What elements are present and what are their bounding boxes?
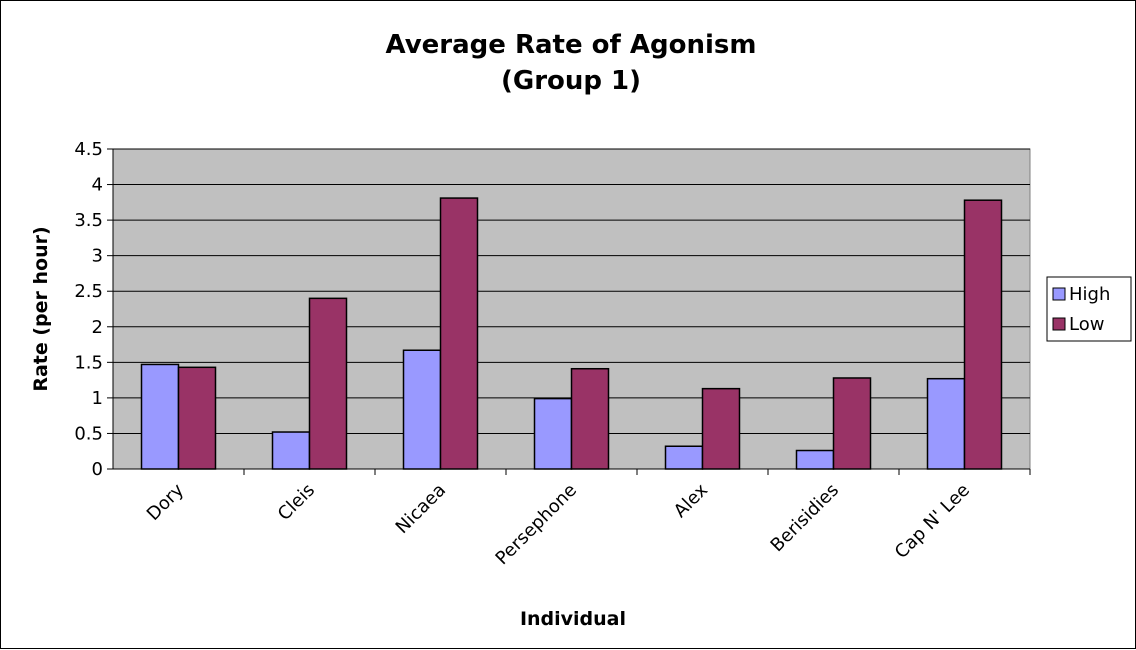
legend: High Low (1046, 276, 1132, 342)
y-tick-label: 3.5 (74, 210, 103, 231)
x-tick-label: Alex (670, 479, 712, 521)
bar-low-0 (177, 366, 217, 470)
bar-low-1 (308, 297, 348, 470)
legend-label-high: High (1069, 284, 1110, 305)
chart-title-line-2: (Group 1) (501, 66, 641, 96)
chart-title-line-1: Average Rate of Agonism (386, 30, 757, 60)
gridlines (113, 148, 1030, 434)
x-tick-label: Berisidies (767, 480, 843, 556)
bar-high-2 (402, 349, 442, 470)
y-tick-label: 4.5 (74, 139, 103, 160)
y-tick-label: 0.5 (74, 423, 103, 444)
bar-high-3 (533, 397, 573, 470)
x-tick-label: Dory (143, 479, 188, 524)
x-tick-label: Persephone (492, 480, 581, 569)
x-tick-label: Cleis (274, 480, 319, 525)
bar-high-0 (140, 363, 180, 470)
y-tick-label: 0 (92, 459, 103, 480)
bar-low-6 (963, 199, 1003, 470)
bar-low-3 (570, 367, 610, 470)
y-tick-label: 1.5 (74, 352, 103, 373)
legend-swatch-low (1052, 317, 1066, 331)
bar-high-1 (271, 431, 311, 470)
y-axis: 0 0.5 1 1.5 2 2.5 3 3.5 4 4.5 (74, 139, 114, 480)
legend-label-low: Low (1069, 314, 1104, 335)
y-tick-label: 2 (92, 317, 103, 338)
bars (140, 197, 1003, 470)
x-tick-label: Cap N' Lee (891, 480, 974, 563)
legend-swatch-high (1052, 287, 1066, 301)
bar-low-4 (701, 387, 741, 470)
y-tick-label: 3 (92, 246, 103, 267)
x-axis: Dory Cleis Nicaea Persephone Alex Berisidies C… (113, 468, 1031, 569)
bar-high-6 (926, 377, 966, 470)
bar-high-5 (795, 449, 835, 470)
x-axis-title: Individual (520, 608, 626, 630)
x-tick-label: Nicaea (392, 480, 450, 538)
bar-high-4 (664, 445, 704, 470)
y-tick-label: 4 (92, 175, 103, 196)
y-axis-title: Rate (per hour) (30, 226, 52, 391)
bar-low-2 (439, 197, 479, 470)
bar-low-5 (832, 377, 872, 470)
y-tick-label: 1 (92, 388, 103, 409)
y-tick-label: 2.5 (74, 281, 103, 302)
